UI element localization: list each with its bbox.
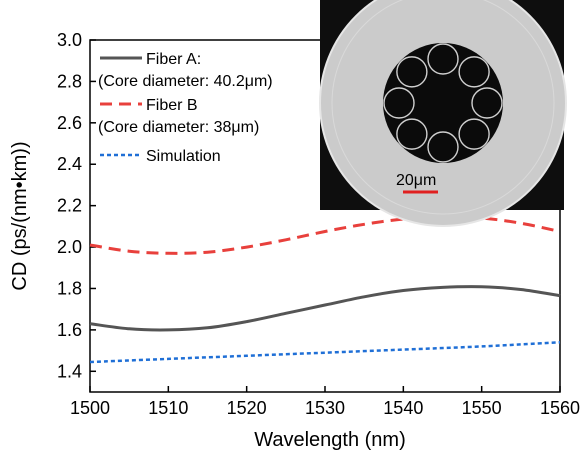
capillary-tube bbox=[427, 131, 459, 163]
series-lines bbox=[89, 215, 561, 364]
capillary-tube bbox=[383, 87, 415, 119]
y-tick-label: 2.4 bbox=[57, 154, 82, 174]
legend-label-fiber-b: Fiber B bbox=[146, 97, 198, 114]
legend-label-fiber-a-core: (Core diameter: 40.2μm) bbox=[98, 73, 273, 90]
capillary-tube bbox=[458, 56, 490, 88]
y-tick-label: 3.0 bbox=[57, 30, 82, 50]
capillary-tube bbox=[458, 118, 490, 150]
scale-bar-label: 20μm bbox=[396, 172, 436, 189]
y-tick-label: 2.0 bbox=[57, 237, 82, 257]
legend-label-simulation: Simulation bbox=[146, 148, 221, 165]
x-tick-label: 1550 bbox=[462, 398, 502, 418]
y-tick-label: 2.8 bbox=[57, 71, 82, 91]
x-tick-label: 1500 bbox=[70, 398, 110, 418]
y-tick-label: 2.2 bbox=[57, 196, 82, 216]
axes: 1500 1510 1520 1530 1540 1550 1560 1.4 1.6 1.8 2.0… bbox=[57, 30, 580, 418]
capillary-tube bbox=[396, 56, 428, 88]
series-line-1 bbox=[89, 215, 561, 255]
fiber-cross-section-inset: 20μm bbox=[319, 0, 567, 227]
capillary-tube bbox=[396, 118, 428, 150]
x-tick-label: 1560 bbox=[540, 398, 580, 418]
y-axis-title: CD (ps/(nm•km)) bbox=[9, 141, 31, 290]
anti-resonant-tubes bbox=[383, 43, 503, 163]
x-tick-label: 1520 bbox=[227, 398, 267, 418]
series-line-0 bbox=[89, 285, 561, 332]
x-axis-title: Wavelength (nm) bbox=[254, 429, 406, 451]
y-tick-label: 1.6 bbox=[57, 320, 82, 340]
x-tick-label: 1510 bbox=[148, 398, 188, 418]
capillary-tube bbox=[471, 87, 503, 119]
x-tick-label: 1540 bbox=[383, 398, 423, 418]
legend-label-fiber-a: Fiber A: bbox=[146, 51, 201, 68]
legend: Fiber A: (Core diameter: 40.2μm) Fiber B… bbox=[98, 51, 273, 165]
series-line-2 bbox=[89, 341, 561, 364]
y-tick-label: 1.4 bbox=[57, 361, 82, 381]
y-tick-label: 2.6 bbox=[57, 113, 82, 133]
capillary-tube bbox=[427, 43, 459, 75]
fiber-core bbox=[383, 43, 503, 163]
y-tick-label: 1.8 bbox=[57, 278, 82, 298]
fiber-cladding-ring bbox=[331, 0, 555, 215]
x-tick-label: 1530 bbox=[305, 398, 345, 418]
legend-label-fiber-b-core: (Core diameter: 38μm) bbox=[98, 119, 259, 136]
